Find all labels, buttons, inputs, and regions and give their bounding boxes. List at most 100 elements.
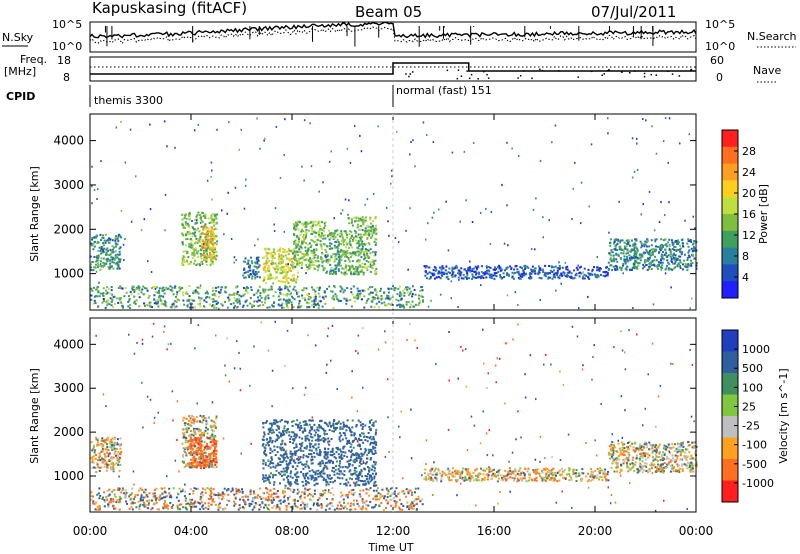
echo-cell xyxy=(129,307,131,309)
echo-cell xyxy=(300,246,303,249)
echo-cell xyxy=(115,441,118,444)
echo-cell xyxy=(348,477,351,480)
echo-cell xyxy=(274,422,277,425)
echo-cell xyxy=(191,235,194,238)
echo-cell xyxy=(389,297,392,300)
echo-cell xyxy=(99,268,102,271)
echo-cell xyxy=(541,268,544,271)
echo-cell xyxy=(375,431,377,434)
echo-cell xyxy=(248,259,250,262)
echo-cell xyxy=(353,432,356,435)
echo-cell xyxy=(566,265,569,268)
echo-cell xyxy=(429,275,432,278)
echo-cell xyxy=(174,300,177,303)
echo-cell xyxy=(270,262,273,265)
echo-cell xyxy=(297,449,300,452)
echo-cell xyxy=(276,421,279,424)
echo-cell xyxy=(197,238,199,240)
echo-cell xyxy=(109,264,112,267)
echo-cell xyxy=(469,270,472,273)
echo-cell xyxy=(271,253,274,256)
echo-cell xyxy=(364,266,367,269)
echo-cell xyxy=(317,307,320,309)
echo-cell xyxy=(98,456,101,459)
echo-cell xyxy=(294,228,297,231)
echo-cell xyxy=(339,482,342,485)
echo-cell xyxy=(343,273,346,276)
echo-cell xyxy=(99,292,102,295)
echo-cell xyxy=(241,306,244,309)
echo-cell xyxy=(297,243,299,246)
echo-cell xyxy=(659,261,662,264)
echo-cell xyxy=(249,273,252,276)
echo-cell xyxy=(349,445,352,448)
echo-cell xyxy=(328,259,331,262)
echo-cell xyxy=(636,256,639,259)
echo-cell xyxy=(373,305,376,308)
echo-cell xyxy=(340,286,343,289)
echo-cell xyxy=(186,259,188,262)
echo-cell xyxy=(236,290,239,293)
echo-cell xyxy=(619,241,622,244)
echo-cell xyxy=(275,276,278,279)
echo-cell xyxy=(264,301,266,304)
echo-cell xyxy=(333,217,335,220)
echo-cell xyxy=(102,261,105,264)
echo-cell xyxy=(314,439,317,442)
echo-cell xyxy=(397,287,400,290)
echo-cell xyxy=(182,454,184,457)
echo-cell xyxy=(169,289,172,292)
echo-cell xyxy=(162,295,165,298)
echo-cell xyxy=(287,247,290,250)
echo-cell xyxy=(433,272,436,275)
echo-cell xyxy=(206,428,209,431)
echo-cell xyxy=(575,266,578,269)
echo-cell xyxy=(369,252,372,255)
echo-cell xyxy=(564,275,567,278)
echo-cell xyxy=(97,262,99,265)
echo-cell xyxy=(278,431,281,434)
echo-cell xyxy=(321,234,324,237)
echo-cell xyxy=(328,474,331,477)
echo-cell xyxy=(348,459,351,462)
echo-cell xyxy=(594,276,597,278)
echo-cell xyxy=(654,264,657,267)
echo-cell xyxy=(325,480,328,483)
echo-cell xyxy=(368,243,371,246)
echo-cell xyxy=(296,223,299,226)
echo-cell xyxy=(418,294,421,297)
echo-cell xyxy=(192,452,195,455)
echo-cell xyxy=(348,449,351,452)
echo-cell xyxy=(205,463,208,466)
echo-cell xyxy=(181,218,184,221)
echo-cell xyxy=(316,256,319,259)
echo-cell xyxy=(337,244,340,247)
echo-cell xyxy=(93,466,96,469)
echo-cell xyxy=(191,232,194,235)
echo-cell xyxy=(100,439,103,442)
echo-cell xyxy=(354,254,357,257)
echo-cell xyxy=(395,298,398,301)
echo-cell xyxy=(297,220,300,223)
echo-cell xyxy=(263,446,266,449)
echo-cell xyxy=(193,228,196,231)
echo-cell xyxy=(199,218,202,221)
echo-cell xyxy=(106,443,108,446)
echo-cell xyxy=(320,233,323,236)
echo-cell xyxy=(175,300,178,303)
echo-cell xyxy=(106,299,109,302)
echo-cell xyxy=(192,291,195,294)
echo-cell xyxy=(648,249,651,252)
echo-cell xyxy=(195,237,198,240)
echo-cell xyxy=(650,251,653,254)
echo-cell xyxy=(445,200,447,203)
echo-cell xyxy=(310,433,313,436)
echo-cell xyxy=(482,272,485,275)
echo-cell xyxy=(387,220,389,223)
echo-cell xyxy=(256,272,259,275)
echo-cell xyxy=(198,447,201,450)
echo-cell xyxy=(676,257,679,260)
echo-cell xyxy=(366,440,369,443)
